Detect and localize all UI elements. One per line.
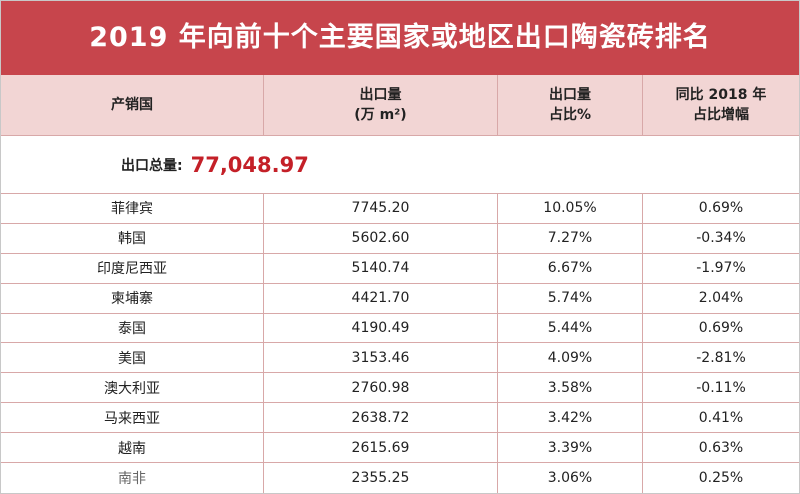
share-cell: 10.05%: [498, 194, 643, 223]
country-cell: 印度尼西亚: [1, 253, 264, 283]
change-cell: 0.41%: [698, 409, 744, 426]
header-volume-line2: (万 m²): [354, 107, 407, 123]
table-row: 美国 3153.46 4.09% -2.81%: [1, 343, 799, 374]
table-body: 菲律宾 7745.20 10.05% 0.69% 韩国 5602.60 7.27% -0.34…: [1, 194, 799, 493]
share-cell: 5.44%: [498, 313, 643, 343]
header-country: 产销国: [1, 75, 264, 135]
change-cell: 0.69%: [698, 320, 744, 336]
change-cell: 2.04%: [698, 290, 744, 307]
header-change-line1: 同比 2018 年: [675, 87, 767, 103]
table-header: 产销国 出口量 (万 m²) 出口量 占比% 同比 2018 年 占比增幅: [1, 75, 799, 136]
share-cell: 3.58%: [498, 373, 643, 403]
table-row: 澳大利亚 2760.98 3.58% -0.11%: [1, 373, 799, 404]
volume-cell: 2615.69: [264, 433, 498, 463]
share-cell: 7.27%: [498, 223, 643, 253]
header-share-line2: 占比%: [548, 107, 592, 123]
header-share: 出口量 占比%: [498, 75, 643, 135]
share-cell: 3.42%: [498, 403, 643, 433]
change-cell: 0.25%: [698, 469, 744, 486]
table-row: 柬埔寨 4421.70 5.74% 2.04%: [1, 283, 799, 314]
country-cell: 柬埔寨: [1, 283, 264, 313]
share-cell: 3.39%: [498, 433, 643, 463]
table-row: 菲律宾 7745.20 10.05% 0.69%: [1, 194, 799, 224]
header-volume: 出口量 (万 m²): [264, 75, 498, 135]
volume-cell: 4421.70: [264, 283, 498, 313]
volume-cell: 2760.98: [264, 373, 498, 403]
table-row: 南非 2355.25 3.06% 0.25%: [1, 463, 799, 493]
share-cell: 4.09%: [498, 343, 643, 373]
share-cell: 6.67%: [498, 253, 643, 283]
share-cell: 5.74%: [498, 283, 643, 313]
table-row: 马来西亚 2638.72 3.42% 0.41%: [1, 403, 799, 434]
change-cell: -0.34%: [696, 230, 746, 247]
share-cell: 3.06%: [498, 463, 643, 493]
change-cell: 0.69%: [698, 200, 744, 217]
country-cell: 菲律宾: [1, 194, 264, 223]
header-share-line1: 出口量: [549, 87, 591, 103]
total-row: 出口总量: 77,048.97: [1, 136, 799, 194]
table-row: 韩国 5602.60 7.27% -0.34%: [1, 223, 799, 254]
volume-cell: 7745.20: [264, 194, 498, 223]
total-value: 77,048.97: [190, 152, 309, 177]
header-change-line2: 占比增幅: [693, 107, 749, 123]
country-cell: 美国: [1, 343, 264, 373]
volume-cell: 3153.46: [264, 343, 498, 373]
header-change: 同比 2018 年 占比增幅: [643, 75, 799, 135]
total-label: 出口总量:: [121, 157, 183, 174]
header-volume-line1: 出口量: [359, 87, 402, 103]
header-country-label: 产销国: [111, 97, 153, 113]
volume-cell: 2355.25: [264, 463, 498, 493]
volume-cell: 5140.74: [264, 253, 498, 283]
change-cell: -1.97%: [696, 260, 746, 277]
country-cell: 澳大利亚: [1, 373, 264, 403]
change-cell: -2.81%: [696, 349, 746, 366]
volume-cell: 4190.49: [264, 313, 498, 343]
country-cell: 韩国: [1, 223, 264, 253]
volume-cell: 2638.72: [264, 403, 498, 433]
volume-cell: 5602.60: [264, 223, 498, 253]
change-cell: -0.11%: [696, 379, 746, 396]
table-title: 2019 年向前十个主要国家或地区出口陶瓷砖排名: [1, 1, 799, 75]
country-cell: 越南: [1, 433, 264, 463]
table-row: 泰国 4190.49 5.44% 0.69%: [1, 313, 799, 344]
country-cell: 泰国: [1, 313, 264, 343]
country-cell: 马来西亚: [1, 403, 264, 433]
table-row: 越南 2615.69 3.39% 0.63%: [1, 433, 799, 464]
country-cell: 南非: [1, 463, 264, 493]
table-row: 印度尼西亚 5140.74 6.67% -1.97%: [1, 253, 799, 284]
change-cell: 0.63%: [698, 439, 744, 456]
